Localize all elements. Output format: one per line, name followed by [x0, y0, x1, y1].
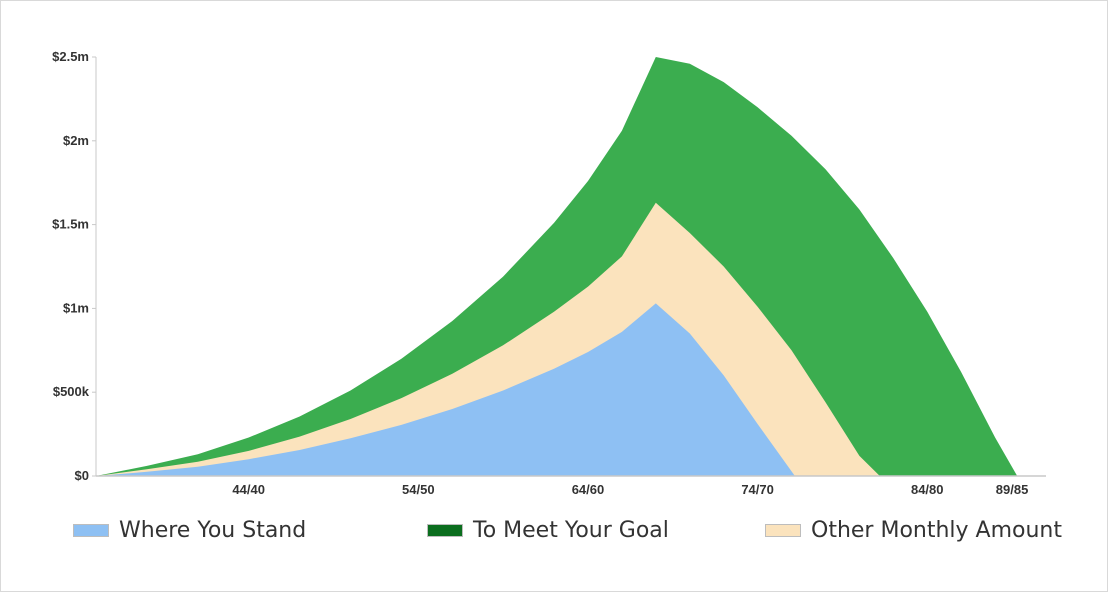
x-tick-label: 84/80: [911, 482, 944, 497]
x-tick-label: 74/70: [741, 482, 774, 497]
legend-item-other-monthly-amount[interactable]: Other Monthly Amount: [765, 512, 1062, 548]
x-tick-label: 54/50: [402, 482, 435, 497]
area-layers: [96, 57, 1018, 477]
legend-label-to-meet-your-goal: To Meet Your Goal: [473, 517, 669, 543]
area-where-you-stand: [96, 303, 795, 476]
legend-swatch-where-you-stand: [73, 523, 109, 537]
x-tick-label: 64/60: [572, 482, 605, 497]
x-tick-label: 44/40: [232, 482, 265, 497]
legend-item-to-meet-your-goal[interactable]: To Meet Your Goal: [427, 512, 669, 548]
y-tick-label: $2m: [63, 133, 89, 148]
legend-swatch-to-meet-your-goal: [427, 523, 463, 537]
y-tick-label: $1.5m: [52, 217, 89, 232]
legend: Where You Stand To Meet Your Goal Other …: [0, 512, 1108, 548]
area-chart: $0 $500k $1m $1.5m $2m $2.5m 44/40 54/50 64/60 7…: [52, 49, 1046, 497]
y-tick-label: $2.5m: [52, 49, 89, 64]
x-axis-ticks: 44/40 54/50 64/60 74/70 84/80 89/85: [232, 482, 1028, 497]
legend-label-where-you-stand: Where You Stand: [119, 517, 307, 543]
y-axis-ticks: $0 $500k $1m $1.5m $2m $2.5m: [52, 49, 96, 483]
legend-item-where-you-stand[interactable]: Where You Stand: [73, 512, 306, 548]
legend-swatch-other-monthly-amount: [765, 523, 801, 537]
y-tick-label: $500k: [53, 384, 90, 399]
y-tick-label: $1m: [63, 300, 89, 315]
x-tick-label: 89/85: [996, 482, 1029, 497]
legend-label-other-monthly-amount: Other Monthly Amount: [811, 517, 1062, 543]
y-tick-label: $0: [75, 468, 89, 483]
axes: [95, 57, 1046, 477]
